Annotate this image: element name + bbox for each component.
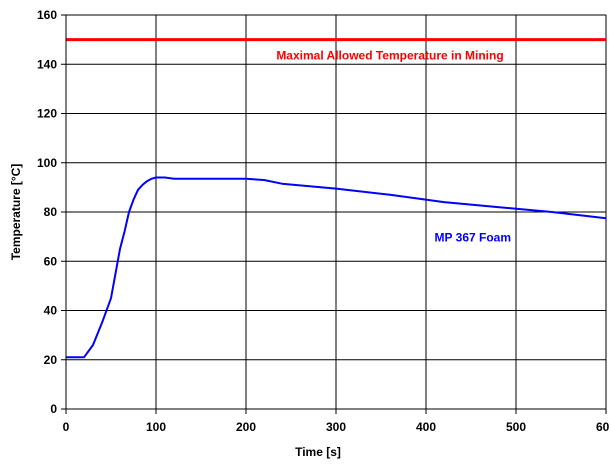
y-tick-label: 40 (44, 304, 58, 318)
y-tick-label: 140 (37, 57, 57, 71)
x-tick-label: 400 (416, 420, 436, 434)
x-tick-label: 300 (326, 420, 346, 434)
x-tick-label: 600 (596, 420, 609, 434)
x-tick-label: 0 (63, 420, 70, 434)
annotation-label-0: Maximal Allowed Temperature in Mining (276, 48, 503, 62)
y-tick-label: 20 (44, 353, 58, 367)
y-tick-label: 80 (44, 205, 58, 219)
series-line-1 (66, 176, 607, 359)
y-axis-title: Temperature [°C] (9, 164, 23, 261)
y-tick-label: 100 (37, 156, 57, 170)
y-tick-label: 160 (37, 8, 57, 22)
y-tick-label: 120 (37, 107, 57, 121)
gridlines (66, 14, 607, 409)
y-tick-label: 60 (44, 254, 58, 268)
x-tick-label: 100 (146, 420, 166, 434)
annotation-label-1: MP 367 Foam (435, 231, 511, 245)
annotations: Maximal Allowed Temperature in Mining MP … (276, 48, 511, 244)
tick-labels: 0 20 40 60 80 100 120 140 160 0 100 200 300 400 500 600 (37, 8, 609, 434)
y-tick-label: 0 (50, 402, 57, 416)
x-tick-label: 200 (236, 420, 256, 434)
axes (61, 14, 607, 414)
x-axis-title: Time [s] (295, 445, 341, 459)
x-tick-label: 500 (506, 420, 526, 434)
series-group (66, 38, 607, 359)
